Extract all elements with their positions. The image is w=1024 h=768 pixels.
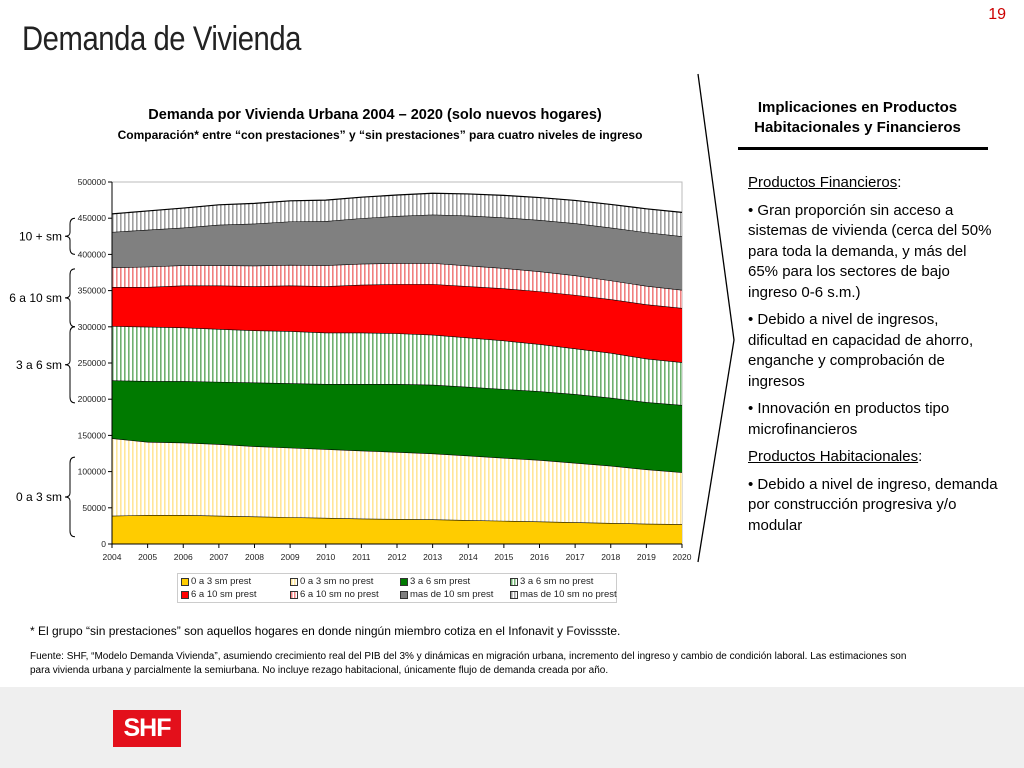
area-mas-de-10-sm-no-prest xyxy=(112,193,682,237)
source-note: Fuente: SHF, “Modelo Demanda Vivienda”, … xyxy=(30,651,907,676)
chart-title: Demanda por Vivienda Urbana 2004 – 2020 … xyxy=(148,107,602,123)
area-0-a-3-sm-prest xyxy=(112,515,682,544)
legend-swatch xyxy=(510,590,518,599)
legend-label: 0 a 3 sm prest xyxy=(191,576,252,587)
y-tick-label: 350000 xyxy=(78,286,107,296)
callout-arrow xyxy=(697,73,735,563)
legend-label: 6 a 10 sm no prest xyxy=(300,589,379,600)
y-tick-label: 500000 xyxy=(78,177,107,187)
x-tick-label: 2020 xyxy=(673,552,692,562)
area-6-a-10-sm-no-prest xyxy=(112,263,682,308)
heading-line-1: Implicaciones en Productos xyxy=(757,99,958,116)
x-tick-label: 2014 xyxy=(459,552,478,562)
y-tick-label: 100000 xyxy=(78,467,107,477)
bracket-label: 3 a 6 sm xyxy=(16,358,62,372)
page-number: 19 xyxy=(988,6,1006,23)
y-tick-label: 50000 xyxy=(82,503,106,513)
area-mas-de-10-sm-prest xyxy=(112,214,682,290)
x-tick-label: 2013 xyxy=(423,552,442,562)
bracket-icon xyxy=(64,456,76,538)
x-tick-label: 2015 xyxy=(494,552,513,562)
heading-divider xyxy=(738,147,988,150)
bullet: • Innovación en productos tipo microfina… xyxy=(748,400,950,438)
legend-swatch xyxy=(400,577,408,586)
area-6-a-10-sm-prest xyxy=(112,284,682,363)
y-tick-label: 400000 xyxy=(78,249,107,259)
legend-swatch xyxy=(181,577,189,586)
bracket-label: 0 a 3 sm xyxy=(16,490,62,504)
heading-line-2: Habitacionales y Financieros xyxy=(754,119,961,136)
legend-item: 0 a 3 sm no prest xyxy=(290,576,373,587)
legend-label: mas de 10 sm no prest xyxy=(520,589,617,600)
bullet: • Debido a nivel de ingreso, demanda por… xyxy=(748,475,998,534)
bracket-label: 10 + sm xyxy=(19,229,62,243)
section-habitacionales-title: Productos Habitacionales: xyxy=(748,448,923,465)
legend-item: 3 a 6 sm prest xyxy=(400,576,470,587)
bracket-icon xyxy=(64,268,76,328)
y-tick-label: 250000 xyxy=(78,358,107,368)
legend-item: 3 a 6 sm no prest xyxy=(510,576,593,587)
legend-item: 6 a 10 sm prest xyxy=(181,589,256,600)
legend-item: 0 a 3 sm prest xyxy=(181,576,251,587)
y-tick-label: 300000 xyxy=(78,322,107,332)
footnote: * El grupo “sin prestaciones” son aquell… xyxy=(30,624,621,638)
stacked-area-chart: 0 50000 100000 150000 200000 250000 300000 3500… xyxy=(9,177,692,562)
legend-item: mas de 10 sm prest xyxy=(400,589,493,600)
x-tick-label: 2016 xyxy=(530,552,549,562)
y-tick-label: 0 xyxy=(101,539,106,549)
x-tick-label: 2008 xyxy=(245,552,264,562)
y-tick-label: 200000 xyxy=(78,394,107,404)
legend-label: mas de 10 sm prest xyxy=(410,589,494,600)
bullet: • Gran proporción sin acceso a sistemas … xyxy=(748,201,992,301)
x-tick-label: 2018 xyxy=(601,552,620,562)
area-3-a-6-sm-no-prest xyxy=(112,326,682,405)
chart-legend: 0 a 3 sm prest 0 a 3 sm no prest 3 a 6 sm … xyxy=(177,573,617,603)
x-tick-label: 2007 xyxy=(209,552,228,562)
legend-label: 3 a 6 sm prest xyxy=(410,576,471,587)
legend-label: 3 a 6 sm no prest xyxy=(520,576,594,587)
x-tick-label: 2012 xyxy=(388,552,407,562)
legend-swatch xyxy=(181,590,189,599)
area-0-a-3-sm-no-prest xyxy=(112,438,682,525)
bracket-icon xyxy=(64,326,76,404)
y-tick-label: 450000 xyxy=(78,213,107,223)
legend-label: 6 a 10 sm prest xyxy=(191,589,257,600)
shf-logo: SHF xyxy=(113,710,181,747)
x-tick-label: 2010 xyxy=(316,552,335,562)
page-title: Demanda de Vivienda xyxy=(22,20,302,58)
x-tick-label: 2019 xyxy=(637,552,656,562)
x-tick-label: 2017 xyxy=(566,552,585,562)
bracket-icon xyxy=(64,217,76,255)
legend-label: 0 a 3 sm no prest xyxy=(300,576,374,587)
area-boundary xyxy=(111,192,683,215)
bullet: • Debido a nivel de ingresos, dificultad… xyxy=(748,311,974,390)
right-panel-body: Productos Financieros: • Gran proporción… xyxy=(748,173,998,543)
area-3-a-6-sm-prest xyxy=(112,380,682,473)
x-tick-label: 2006 xyxy=(174,552,193,562)
legend-swatch xyxy=(400,590,408,599)
y-tick-label: 150000 xyxy=(78,430,107,440)
legend-swatch xyxy=(290,577,298,586)
x-tick-label: 2005 xyxy=(138,552,157,562)
section-financieros-title: Productos Financieros: xyxy=(748,174,902,191)
legend-swatch xyxy=(510,577,518,586)
bracket-label: 6 a 10 sm xyxy=(9,291,62,305)
x-tick-label: 2011 xyxy=(352,552,371,562)
chart-subtitle: Comparación* entre “con prestaciones” y … xyxy=(117,128,643,142)
x-tick-label: 2009 xyxy=(281,552,300,562)
legend-item: 6 a 10 sm no prest xyxy=(290,589,379,600)
legend-swatch xyxy=(290,590,298,599)
x-tick-label: 2004 xyxy=(103,552,122,562)
right-panel-heading: Implicaciones en Productos Habitacionale… xyxy=(730,98,985,138)
legend-item: mas de 10 sm no prest xyxy=(510,589,617,600)
